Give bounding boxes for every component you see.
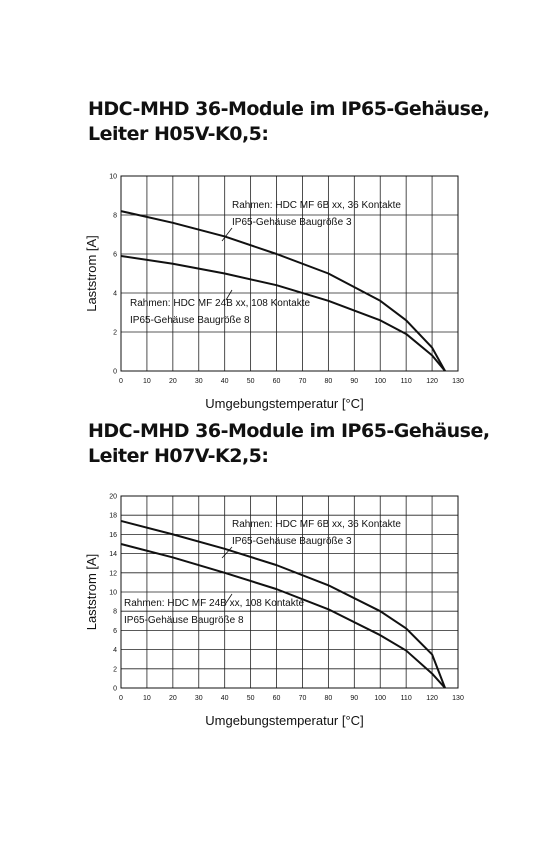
chart-title: Leiter H05V-K0,5: xyxy=(88,123,269,145)
x-tick-label: 120 xyxy=(426,378,438,385)
y-tick-label: 10 xyxy=(109,590,117,597)
y-axis-label: Laststrom [A] xyxy=(84,235,99,312)
y-tick-label: 4 xyxy=(113,647,117,654)
x-tick-label: 110 xyxy=(401,378,412,385)
plot-frame xyxy=(120,175,459,372)
x-axis-label: Umgebungstemperatur [°C] xyxy=(205,396,363,411)
curve xyxy=(120,543,446,689)
y-tick-label: 14 xyxy=(109,551,117,558)
y-tick-label: 10 xyxy=(109,174,117,181)
curve xyxy=(120,210,446,372)
x-tick-label: 40 xyxy=(221,695,229,702)
x-tick-label: 90 xyxy=(350,378,358,385)
x-tick-label: 0 xyxy=(119,378,123,385)
x-tick-label: 20 xyxy=(169,695,177,702)
x-tick-label: 10 xyxy=(143,695,151,702)
y-tick-label: 6 xyxy=(113,252,117,259)
annotation: IP65-Gehäuse Baugröße 8 xyxy=(130,315,250,326)
x-tick-label: 0 xyxy=(119,695,123,702)
x-tick-label: 110 xyxy=(401,695,412,702)
y-axis-label: Laststrom [A] xyxy=(84,554,99,631)
chart: HDC-MHD 36-Module im IP65-Gehäuse, Leiter… xyxy=(84,98,490,411)
x-tick-label: 100 xyxy=(374,378,386,385)
x-tick-label: 80 xyxy=(324,695,332,702)
chart-title: HDC-MHD 36-Module im IP65-Gehäuse, xyxy=(88,98,490,120)
y-tick-label: 18 xyxy=(109,513,117,520)
x-tick-label: 20 xyxy=(169,378,177,385)
x-tick-label: 100 xyxy=(374,695,386,702)
y-tick-label: 2 xyxy=(113,666,117,673)
chart-title: Leiter H07V-K2,5: xyxy=(88,445,269,467)
pointer xyxy=(225,593,233,604)
y-tick-label: 8 xyxy=(113,609,117,616)
plot-frame xyxy=(120,495,459,689)
x-tick-label: 40 xyxy=(221,378,229,385)
series-label: Rahmen: HDC MF 24B xx, 108 Kontakte xyxy=(130,298,311,309)
x-tick-label: 130 xyxy=(452,378,464,385)
curve xyxy=(120,254,446,372)
annotation: IP65-Gehäuse Baugröße 3 xyxy=(232,536,352,547)
y-tick-label: 2 xyxy=(113,330,117,337)
x-tick-label: 70 xyxy=(299,378,307,385)
x-tick-label: 70 xyxy=(299,695,307,702)
x-tick-label: 10 xyxy=(143,378,151,385)
y-tick-label: 20 xyxy=(109,494,117,501)
y-tick-label: 16 xyxy=(109,532,117,539)
series-label: Rahmen: HDC MF 6B xx, 36 Kontakte xyxy=(232,200,401,211)
y-tick-label: 8 xyxy=(113,213,117,220)
x-tick-label: 60 xyxy=(273,378,281,385)
series-label: Rahmen: HDC MF 24B xx, 108 Kontakte xyxy=(124,598,305,609)
x-tick-label: 30 xyxy=(195,695,203,702)
y-tick-label: 0 xyxy=(113,369,117,376)
curve xyxy=(120,519,446,689)
series-label: Rahmen: HDC MF 6B xx, 36 Kontakte xyxy=(232,519,401,530)
x-tick-label: 120 xyxy=(426,695,438,702)
y-tick-label: 12 xyxy=(109,570,117,577)
annotation: IP65-Gehäuse Baugröße 3 xyxy=(232,217,352,228)
x-tick-label: 50 xyxy=(247,695,255,702)
x-tick-label: 130 xyxy=(452,695,464,702)
y-tick-label: 6 xyxy=(113,628,117,635)
x-tick-label: 80 xyxy=(324,378,332,385)
x-tick-label: 90 xyxy=(350,695,358,702)
pointer xyxy=(221,227,233,242)
y-tick-label: 4 xyxy=(113,291,117,298)
x-tick-label: 60 xyxy=(273,695,281,702)
chart: HDC-MHD 36-Module im IP65-Gehäuse, Leiter… xyxy=(84,420,490,728)
x-tick-label: 30 xyxy=(195,378,203,385)
chart-title: HDC-MHD 36-Module im IP65-Gehäuse, xyxy=(88,420,490,442)
annotation: IP65-Gehäuse Baugröße 8 xyxy=(124,615,244,626)
pointer xyxy=(225,289,233,301)
x-axis-label: Umgebungstemperatur [°C] xyxy=(205,713,363,728)
x-tick-label: 50 xyxy=(247,378,255,385)
y-tick-label: 0 xyxy=(113,686,117,693)
pointer xyxy=(221,546,233,559)
